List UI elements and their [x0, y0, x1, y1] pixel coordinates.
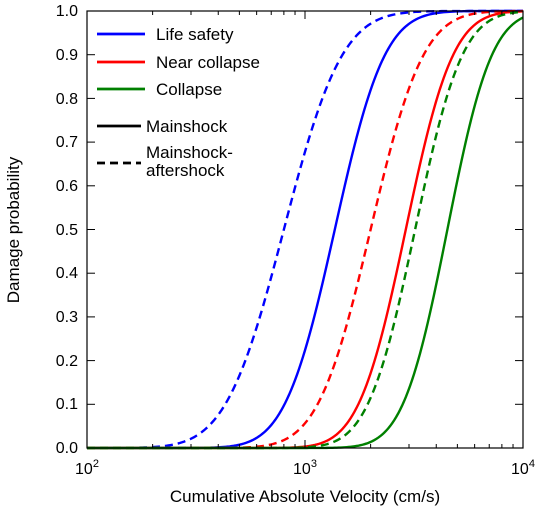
- curve-collapse-mainshock-aftershock: [87, 10, 524, 450]
- y-tick-label: 0.2: [56, 353, 78, 370]
- legend: Life safety Near collapse Collapse Mains…: [97, 25, 260, 180]
- x-tick-label-10000: 104: [511, 458, 535, 478]
- curve-life-safety-mainshock: [87, 9, 523, 450]
- ticks-layer: [86, 10, 524, 449]
- y-tick-label: 0.4: [56, 265, 78, 282]
- curve-collapse-mainshock: [87, 16, 524, 450]
- legend-label-life-safety: Life safety: [156, 25, 234, 44]
- y-tick-label: 0.1: [56, 396, 78, 413]
- plot-frame: [86, 10, 524, 449]
- legend-label-mainshock-aftershock-line2: aftershock: [146, 161, 225, 180]
- y-tick-label: 0.6: [56, 178, 78, 195]
- y-tick-label: 0.0: [56, 440, 78, 457]
- curve-near-collapse-mainshock: [87, 10, 524, 450]
- y-tick-label: 0.5: [56, 222, 78, 239]
- curves-layer: [87, 9, 524, 450]
- x-tick-label-100: 102: [75, 458, 99, 478]
- legend-label-mainshock-aftershock-line1: Mainshock-: [146, 143, 233, 162]
- curve-life-safety-mainshock-aftershock: [87, 9, 523, 450]
- y-tick-label: 0.8: [56, 91, 78, 108]
- y-axis-label: Damage probability: [4, 156, 23, 303]
- x-tick-label-1000: 103: [293, 458, 317, 478]
- y-tick-label: 0.3: [56, 309, 78, 326]
- y-tick-labels: 0.0 0.1 0.2 0.3 0.4 0.5 0.6 0.7 0.8 0.9 …: [56, 3, 78, 457]
- legend-label-collapse: Collapse: [156, 80, 222, 99]
- x-axis-label: Cumulative Absolute Velocity (cm/s): [170, 487, 440, 506]
- legend-label-near-collapse: Near collapse: [156, 53, 260, 72]
- y-tick-label: 1.0: [56, 3, 78, 20]
- y-tick-label: 0.7: [56, 134, 78, 151]
- curve-near-collapse-mainshock-aftershock: [87, 9, 524, 450]
- legend-label-mainshock: Mainshock: [146, 117, 228, 136]
- y-tick-label: 0.9: [56, 47, 78, 64]
